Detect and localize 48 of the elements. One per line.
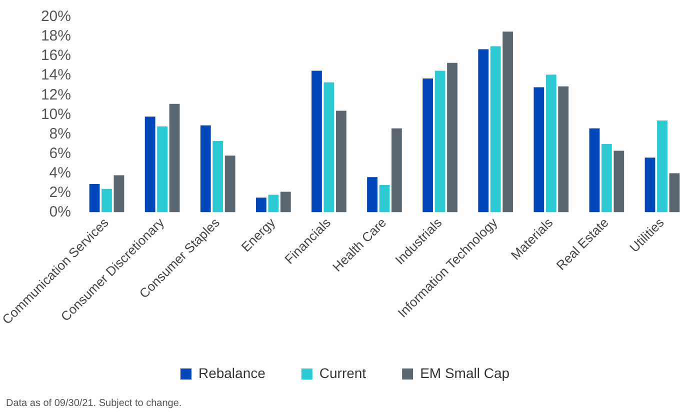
bar — [589, 128, 600, 212]
y-tick-label: 12% — [40, 86, 71, 104]
bar — [324, 82, 334, 212]
bar — [256, 198, 266, 212]
bar — [212, 141, 224, 212]
bar — [379, 184, 390, 212]
bar — [614, 150, 624, 212]
y-tick-label: 14% — [40, 66, 71, 84]
y-tick-label: 0% — [49, 203, 71, 220]
bar — [478, 49, 489, 212]
bar — [534, 87, 544, 212]
bar — [280, 192, 291, 212]
bar — [312, 70, 322, 212]
y-tick-label: 20% — [40, 8, 71, 26]
bar — [434, 70, 446, 212]
bar — [447, 62, 458, 212]
bar — [490, 46, 501, 212]
bar — [89, 184, 100, 212]
y-tick-label: 10% — [40, 106, 71, 123]
bar — [669, 173, 680, 212]
bar — [657, 120, 668, 212]
bar — [644, 158, 656, 212]
legend-label: Rebalance — [198, 364, 266, 381]
bar — [558, 86, 569, 212]
y-tick-label: 6% — [49, 144, 71, 162]
y-tick-label: 16% — [40, 47, 71, 64]
bar — [336, 110, 346, 212]
y-tick-label: 4% — [49, 164, 71, 182]
y-tick-label: 2% — [49, 184, 71, 201]
text: Data as of 09/30/21. Subject to change. — [6, 398, 182, 409]
bar — [200, 125, 211, 212]
bar — [601, 144, 612, 212]
bar — [224, 156, 236, 212]
legend-label: Current — [319, 364, 366, 381]
bar — [102, 188, 112, 212]
bar — [422, 78, 434, 212]
bar — [546, 74, 556, 212]
bar — [392, 128, 402, 212]
bar — [169, 104, 180, 212]
bar — [268, 194, 279, 212]
legend-label: EM Small Cap — [420, 364, 510, 381]
bar — [114, 175, 124, 212]
bar — [367, 177, 378, 212]
bar — [144, 116, 156, 212]
y-tick-label: 18% — [40, 28, 71, 45]
y-tick-label: 8% — [49, 125, 71, 142]
bar — [157, 126, 168, 212]
bar — [502, 32, 513, 212]
